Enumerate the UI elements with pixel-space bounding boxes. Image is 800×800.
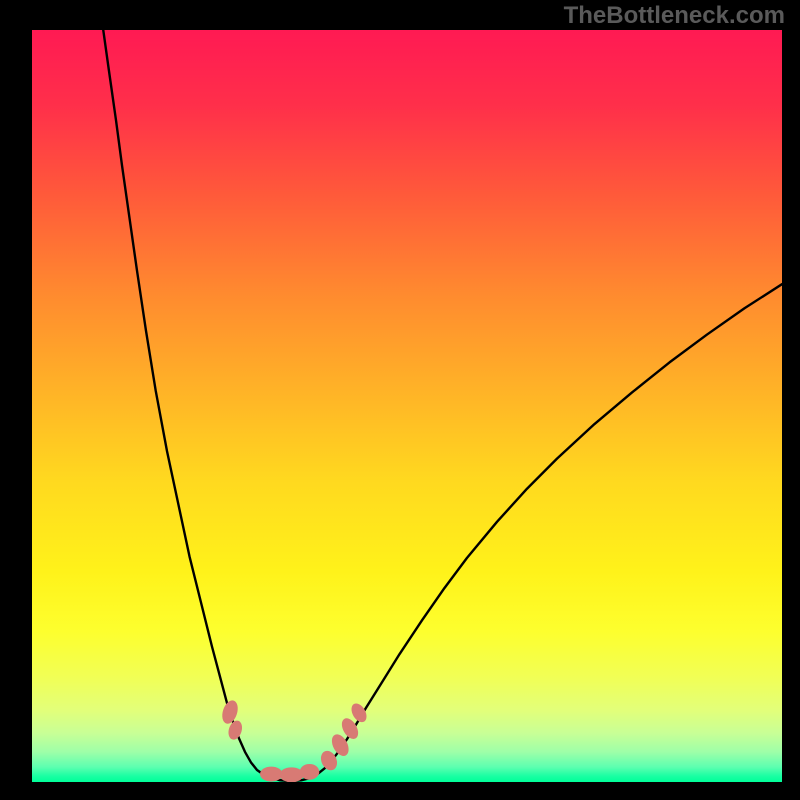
watermark-text: TheBottleneck.com <box>564 2 785 30</box>
plot-svg <box>32 30 782 782</box>
plot-area <box>32 30 782 782</box>
overlay-blob <box>280 767 304 782</box>
overlay-blob <box>300 764 320 780</box>
gradient-background <box>32 30 782 782</box>
overlay-blob <box>260 767 283 782</box>
